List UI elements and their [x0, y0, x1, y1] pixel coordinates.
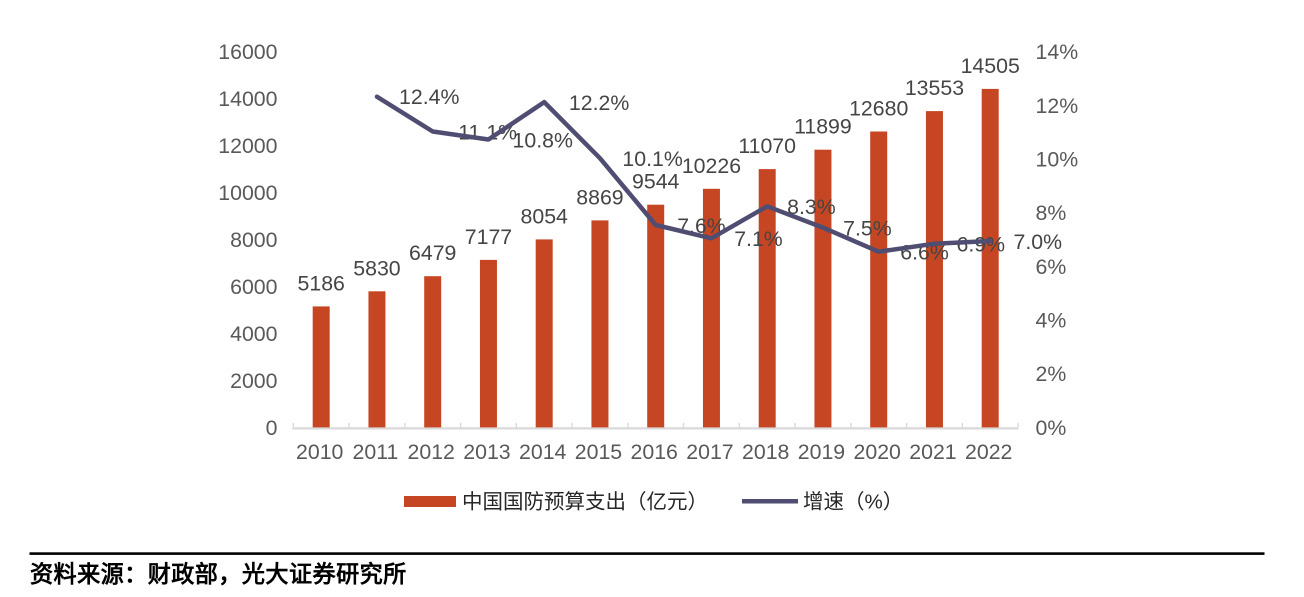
- svg-text:8054: 8054: [521, 204, 569, 228]
- svg-text:6%: 6%: [1036, 255, 1067, 279]
- svg-text:2020: 2020: [854, 440, 902, 464]
- svg-text:11899: 11899: [794, 115, 852, 139]
- svg-text:7177: 7177: [465, 225, 512, 249]
- svg-text:10.1%: 10.1%: [622, 147, 682, 171]
- svg-text:4000: 4000: [230, 322, 278, 346]
- svg-text:10%: 10%: [1036, 148, 1079, 172]
- svg-text:12%: 12%: [1036, 94, 1079, 118]
- svg-text:2%: 2%: [1036, 362, 1067, 386]
- svg-text:4%: 4%: [1036, 309, 1067, 333]
- svg-text:12.4%: 12.4%: [399, 85, 459, 109]
- svg-text:8000: 8000: [230, 228, 278, 252]
- svg-text:10.8%: 10.8%: [513, 128, 573, 152]
- svg-text:14%: 14%: [1036, 40, 1079, 64]
- svg-text:0: 0: [266, 416, 278, 440]
- svg-text:6.9%: 6.9%: [957, 233, 1006, 257]
- svg-text:7.1%: 7.1%: [734, 227, 783, 251]
- svg-text:14000: 14000: [218, 87, 277, 111]
- svg-text:6000: 6000: [230, 275, 278, 299]
- svg-text:11070: 11070: [738, 134, 796, 158]
- svg-text:2012: 2012: [408, 440, 455, 464]
- svg-text:7.5%: 7.5%: [843, 217, 892, 241]
- svg-text:2018: 2018: [742, 440, 789, 464]
- svg-text:16000: 16000: [218, 40, 277, 64]
- svg-text:2013: 2013: [463, 440, 510, 464]
- svg-text:2015: 2015: [575, 440, 622, 464]
- svg-text:10000: 10000: [218, 181, 277, 205]
- svg-text:14505: 14505: [961, 54, 1020, 78]
- svg-text:12000: 12000: [218, 134, 277, 158]
- svg-text:8869: 8869: [576, 185, 623, 209]
- svg-text:5186: 5186: [298, 271, 345, 295]
- svg-text:0%: 0%: [1036, 416, 1067, 440]
- svg-text:13553: 13553: [905, 76, 964, 100]
- svg-text:资料来源：财政部，光大证券研究所: 资料来源：财政部，光大证券研究所: [30, 561, 407, 587]
- svg-text:12.2%: 12.2%: [569, 91, 629, 115]
- svg-text:8%: 8%: [1036, 201, 1067, 225]
- svg-text:9544: 9544: [632, 170, 680, 194]
- svg-text:2000: 2000: [230, 369, 278, 393]
- svg-text:2021: 2021: [909, 440, 956, 464]
- svg-text:2022: 2022: [965, 440, 1012, 464]
- svg-text:12680: 12680: [849, 97, 908, 121]
- svg-text:6479: 6479: [409, 241, 456, 265]
- svg-text:2011: 2011: [353, 440, 399, 464]
- svg-text:增速（%）: 增速（%）: [803, 490, 903, 513]
- svg-text:2010: 2010: [296, 440, 344, 464]
- svg-text:10226: 10226: [682, 154, 741, 178]
- svg-text:2017: 2017: [686, 440, 733, 464]
- svg-text:2014: 2014: [519, 440, 567, 464]
- svg-text:2016: 2016: [631, 440, 678, 464]
- svg-text:5830: 5830: [353, 256, 401, 280]
- svg-text:7.0%: 7.0%: [1014, 230, 1063, 254]
- svg-text:2019: 2019: [798, 440, 845, 464]
- svg-text:中国国防预算支出（亿元）: 中国国防预算支出（亿元）: [462, 490, 708, 513]
